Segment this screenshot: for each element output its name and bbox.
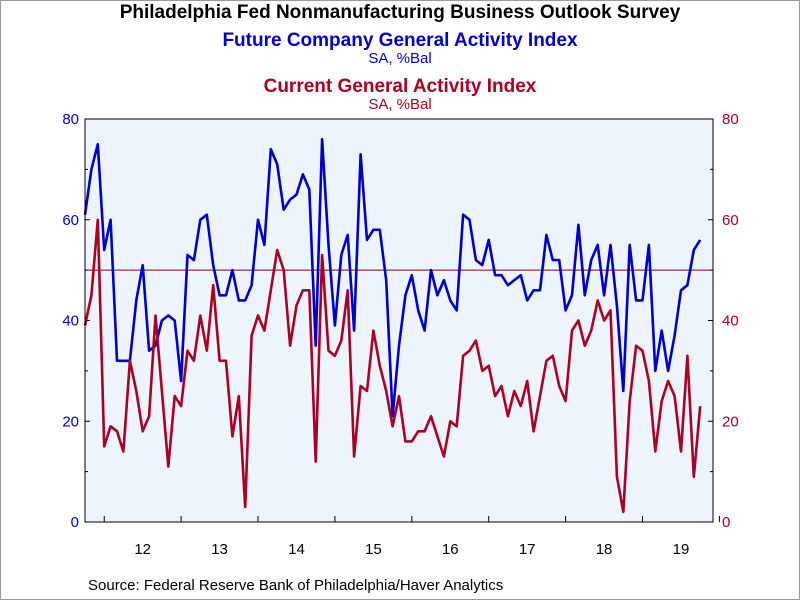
plot-area bbox=[84, 118, 714, 523]
x-tick-label: 19 bbox=[673, 541, 690, 558]
y-right-tick-label: 60 bbox=[722, 212, 739, 229]
y-right-tick-label: 20 bbox=[722, 413, 739, 430]
series-line-future-activity bbox=[83, 137, 702, 418]
x-tick-label: 12 bbox=[134, 541, 151, 558]
y-left-tick-label: 0 bbox=[71, 514, 79, 531]
y-left-tick-label: 80 bbox=[62, 111, 79, 128]
chart-title: Philadelphia Fed Nonmanufacturing Busine… bbox=[119, 2, 681, 23]
legend-future-title: Future Company General Activity Index bbox=[222, 30, 578, 51]
series-line-current-activity bbox=[83, 218, 702, 514]
legend-current-title: Current General Activity Index bbox=[263, 76, 537, 97]
x-tick-label: 13 bbox=[211, 541, 228, 558]
x-tick-label: 15 bbox=[365, 541, 382, 558]
x-tick-label: 18 bbox=[596, 541, 613, 558]
y-left-tick-label: 40 bbox=[62, 313, 79, 330]
legend-future-units: SA, %Bal bbox=[368, 50, 432, 67]
x-tick-label: 16 bbox=[442, 541, 459, 558]
y-right-tick-label: 0 bbox=[722, 514, 730, 531]
x-tick-label: 14 bbox=[288, 541, 305, 558]
source-note: Source: Federal Reserve Bank of Philadel… bbox=[88, 577, 504, 594]
y-right-tick-label: 80 bbox=[722, 111, 739, 128]
y-right-tick-label: 40 bbox=[722, 313, 739, 330]
y-left-tick-label: 60 bbox=[62, 212, 79, 229]
y-left-tick-label: 20 bbox=[62, 413, 79, 430]
x-tick-label: 17 bbox=[519, 541, 536, 558]
plot-border bbox=[84, 118, 714, 523]
legend-current-units: SA, %Bal bbox=[368, 96, 432, 113]
